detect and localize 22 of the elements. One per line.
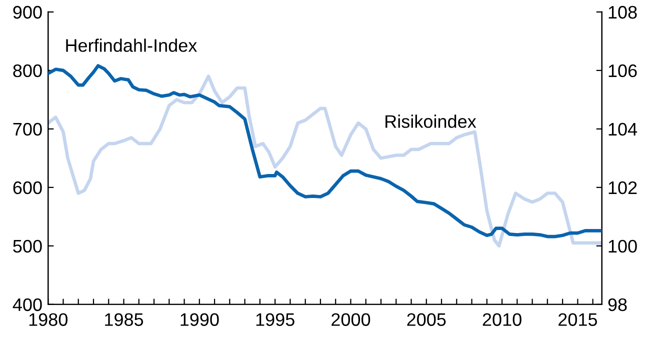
x-tick-label: 1985 — [105, 313, 144, 326]
y-tick-label: 800 — [13, 64, 42, 78]
y2-tick-label: 98 — [608, 298, 627, 312]
y-tick-label: 900 — [13, 6, 42, 19]
series-label: Herfindahl-Index — [66, 38, 197, 52]
x-tick-label: 1990 — [180, 313, 219, 326]
y-tick-label: 700 — [13, 122, 42, 136]
y-tick-label: 600 — [13, 181, 42, 194]
y-tick-label: 400 — [12, 298, 42, 312]
x-tick-label: 1995 — [256, 313, 294, 326]
x-tick-label: 2015 — [558, 313, 598, 326]
y2-tick-label: 106 — [608, 64, 637, 78]
x-tick-label: 1980 — [29, 313, 68, 326]
series-label: Risikoindex — [386, 114, 476, 128]
y-tick-label: 500 — [13, 240, 42, 253]
y2-tick-label: 104 — [608, 122, 638, 136]
y2-tick-label: 100 — [608, 240, 637, 253]
x-tick-label: 2010 — [482, 313, 522, 326]
x-tick-label: 2000 — [332, 313, 370, 326]
y2-tick-label: 102 — [608, 181, 637, 194]
y2-tick-label: 108 — [608, 6, 637, 19]
x-tick-label: 2005 — [407, 313, 446, 326]
